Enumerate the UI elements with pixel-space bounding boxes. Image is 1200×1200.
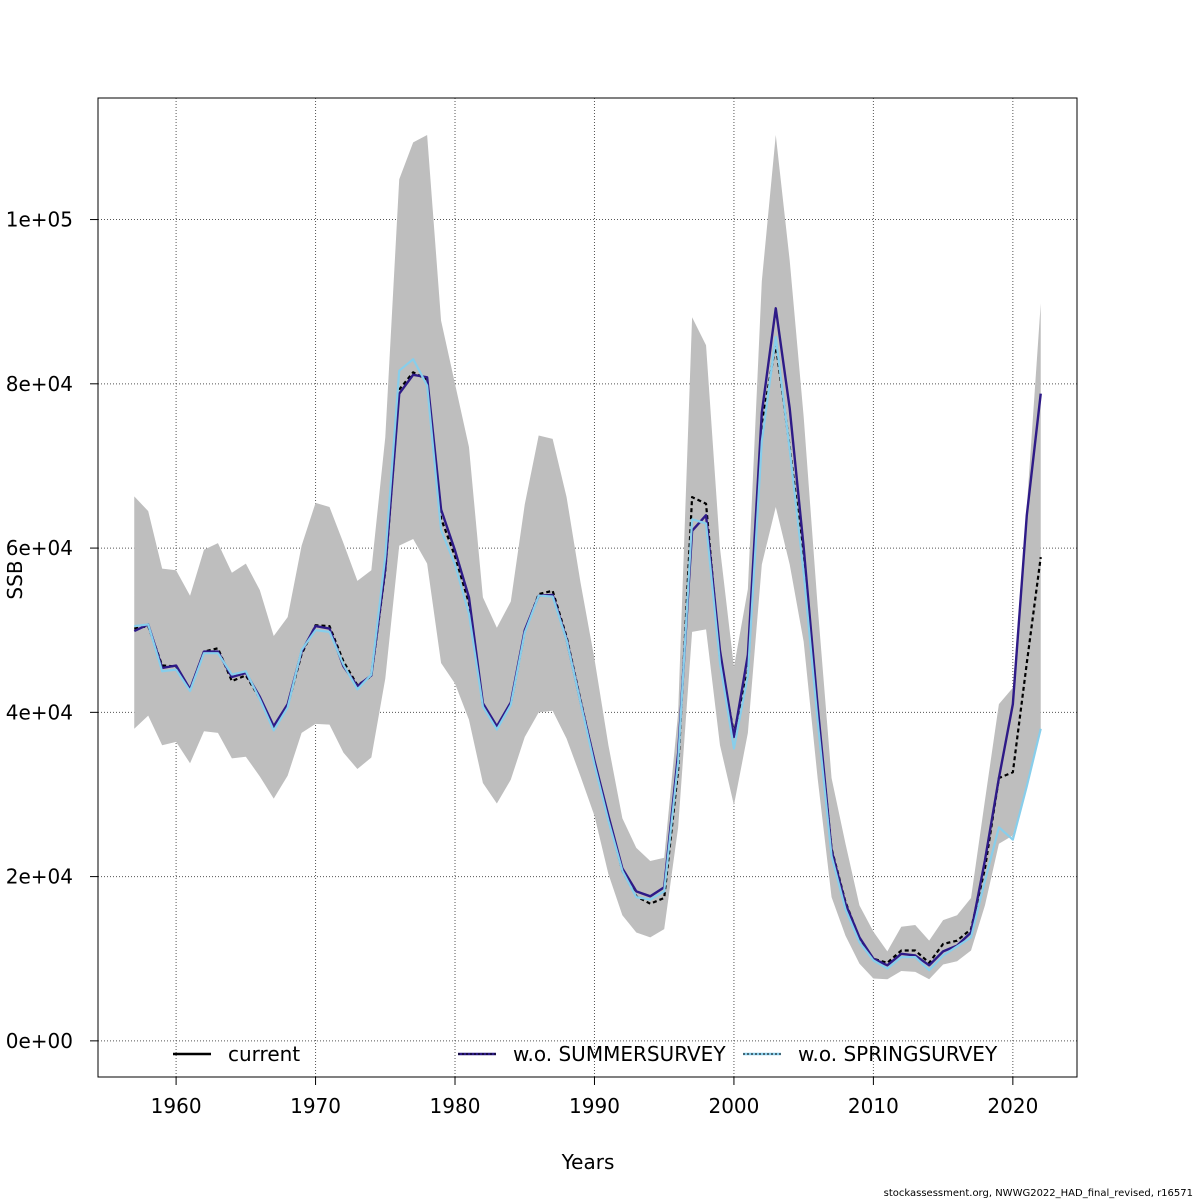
x-tick-label: 1970 — [290, 1094, 341, 1118]
confidence-band — [134, 134, 1041, 980]
x-tick-label: 1980 — [430, 1094, 481, 1118]
legend-item-w-o-summersurvey: w.o. SUMMERSURVEY — [458, 1042, 726, 1066]
y-tick-label: 8e+04 — [6, 372, 73, 396]
x-axis: 1960 1970 1980 1990 2000 2010 2020 — [151, 1077, 1038, 1118]
legend-label: w.o. SPRINGSURVEY — [798, 1042, 998, 1066]
x-tick-label: 1960 — [151, 1094, 202, 1118]
x-tick-label: 2010 — [848, 1094, 899, 1118]
legend-item-w-o-springsurvey: w.o. SPRINGSURVEY — [743, 1042, 998, 1066]
legend-item-current: current — [173, 1042, 300, 1066]
x-tick-label: 2020 — [987, 1094, 1038, 1118]
x-tick-label: 1990 — [569, 1094, 620, 1118]
series-lines — [133, 307, 1042, 972]
y-axis: 0e+00 2e+04 4e+04 6e+04 8e+04 1e+05 — [6, 208, 98, 1053]
y-axis-title: SSB — [3, 560, 27, 599]
y-tick-label: 0e+00 — [6, 1029, 73, 1053]
legend-label: w.o. SUMMERSURVEY — [513, 1042, 726, 1066]
y-tick-label: 6e+04 — [6, 536, 73, 560]
y-tick-label: 4e+04 — [6, 700, 73, 724]
credit-text: stockassessment.org, NWWG2022_HAD_final_… — [884, 1188, 1193, 1199]
series-line-w-o-springsurvey — [134, 335, 1042, 972]
legend-label: current — [228, 1042, 300, 1066]
confidence-band-layer — [134, 134, 1041, 980]
plot-frame — [97, 97, 1078, 1078]
legend: current w.o. SUMMERSURVEY w.o. SPRINGSURVE… — [173, 1042, 998, 1066]
x-tick-label: 2000 — [708, 1094, 759, 1118]
y-tick-label: 2e+04 — [6, 865, 73, 889]
x-axis-title: Years — [561, 1150, 615, 1174]
y-tick-label: 1e+05 — [6, 208, 73, 232]
